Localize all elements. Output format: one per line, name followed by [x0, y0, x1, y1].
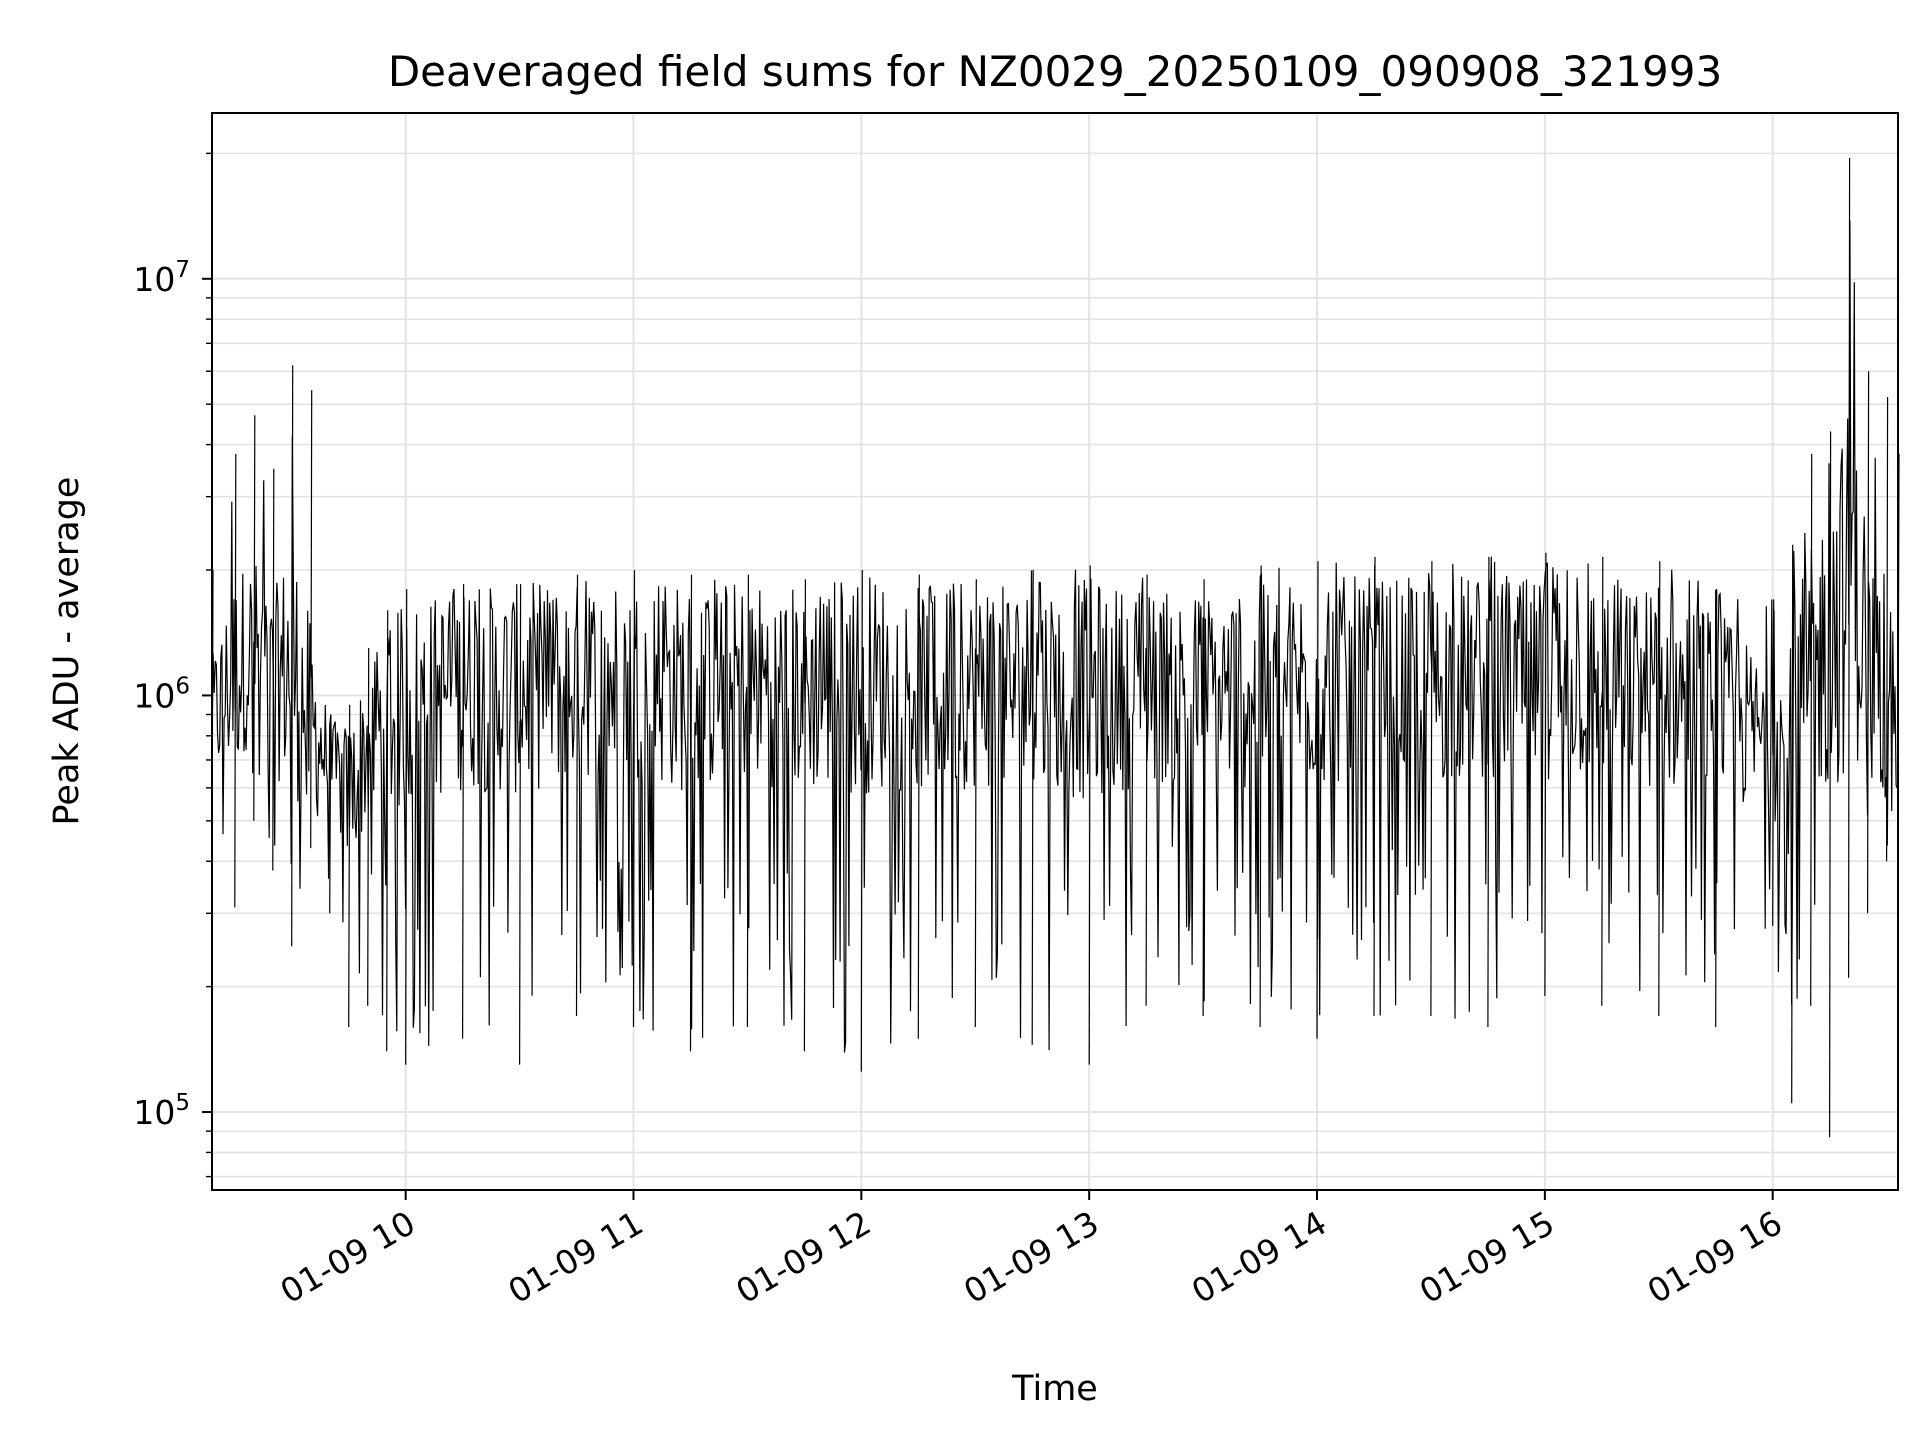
- series-extreme: [405, 589, 408, 1065]
- series-extreme: [291, 365, 294, 947]
- series-extreme: [1430, 561, 1433, 1017]
- series-extreme: [1885, 397, 1889, 862]
- series-extreme: [1810, 453, 1813, 1006]
- series-extreme: [632, 569, 636, 1028]
- series-extreme: [1259, 565, 1262, 1028]
- series-extreme: [1658, 561, 1661, 1017]
- series-extreme: [253, 415, 256, 821]
- series-extreme: [1772, 599, 1775, 926]
- series-extreme: [917, 574, 920, 1039]
- series-extreme: [1866, 371, 1870, 914]
- series-extreme: [1544, 552, 1547, 996]
- series-extreme: [310, 390, 313, 849]
- plot-frame: [211, 112, 1899, 1191]
- series-extreme: [1601, 556, 1604, 1006]
- series-extreme: [689, 574, 693, 1052]
- series-line: [211, 220, 1898, 1053]
- series-extreme: [1316, 561, 1319, 1039]
- series-extreme: [1847, 157, 1851, 978]
- y-tick-label: 106: [133, 673, 190, 715]
- series-extreme: [803, 579, 807, 1052]
- series-extreme: [386, 610, 389, 1052]
- series-extreme: [860, 569, 863, 1072]
- x-axis-label: Time: [1011, 1369, 1098, 1409]
- series-extreme: [1373, 556, 1376, 1017]
- series-extreme: [1202, 579, 1205, 1017]
- series-extreme: [1828, 431, 1832, 1138]
- series-extreme: [1145, 574, 1148, 1006]
- y-tick-label: 105: [133, 1090, 190, 1132]
- chart-title: Deaveraged field sums for NZ0029_2025010…: [388, 47, 1722, 96]
- series-extreme: [272, 468, 275, 871]
- series-extreme: [234, 453, 237, 908]
- series-extreme: [518, 584, 522, 1065]
- series-layer: [211, 157, 1900, 1138]
- series-extreme: [1088, 565, 1091, 1065]
- series-extreme: [329, 714, 332, 914]
- series-extreme: [974, 579, 977, 1028]
- series-extreme: [1715, 589, 1718, 1028]
- series-extreme: [1791, 544, 1794, 1104]
- series-extreme: [1487, 556, 1490, 1028]
- series-extreme: [746, 574, 750, 1028]
- series-extreme: [367, 647, 370, 1006]
- y-axis-label: Peak ADU - average: [47, 477, 87, 826]
- series-extreme: [348, 704, 351, 1028]
- series-extreme: [575, 574, 579, 1017]
- series-extreme: [1031, 569, 1034, 1045]
- y-tick-label: 107: [133, 257, 190, 299]
- series-extreme: [462, 584, 465, 1039]
